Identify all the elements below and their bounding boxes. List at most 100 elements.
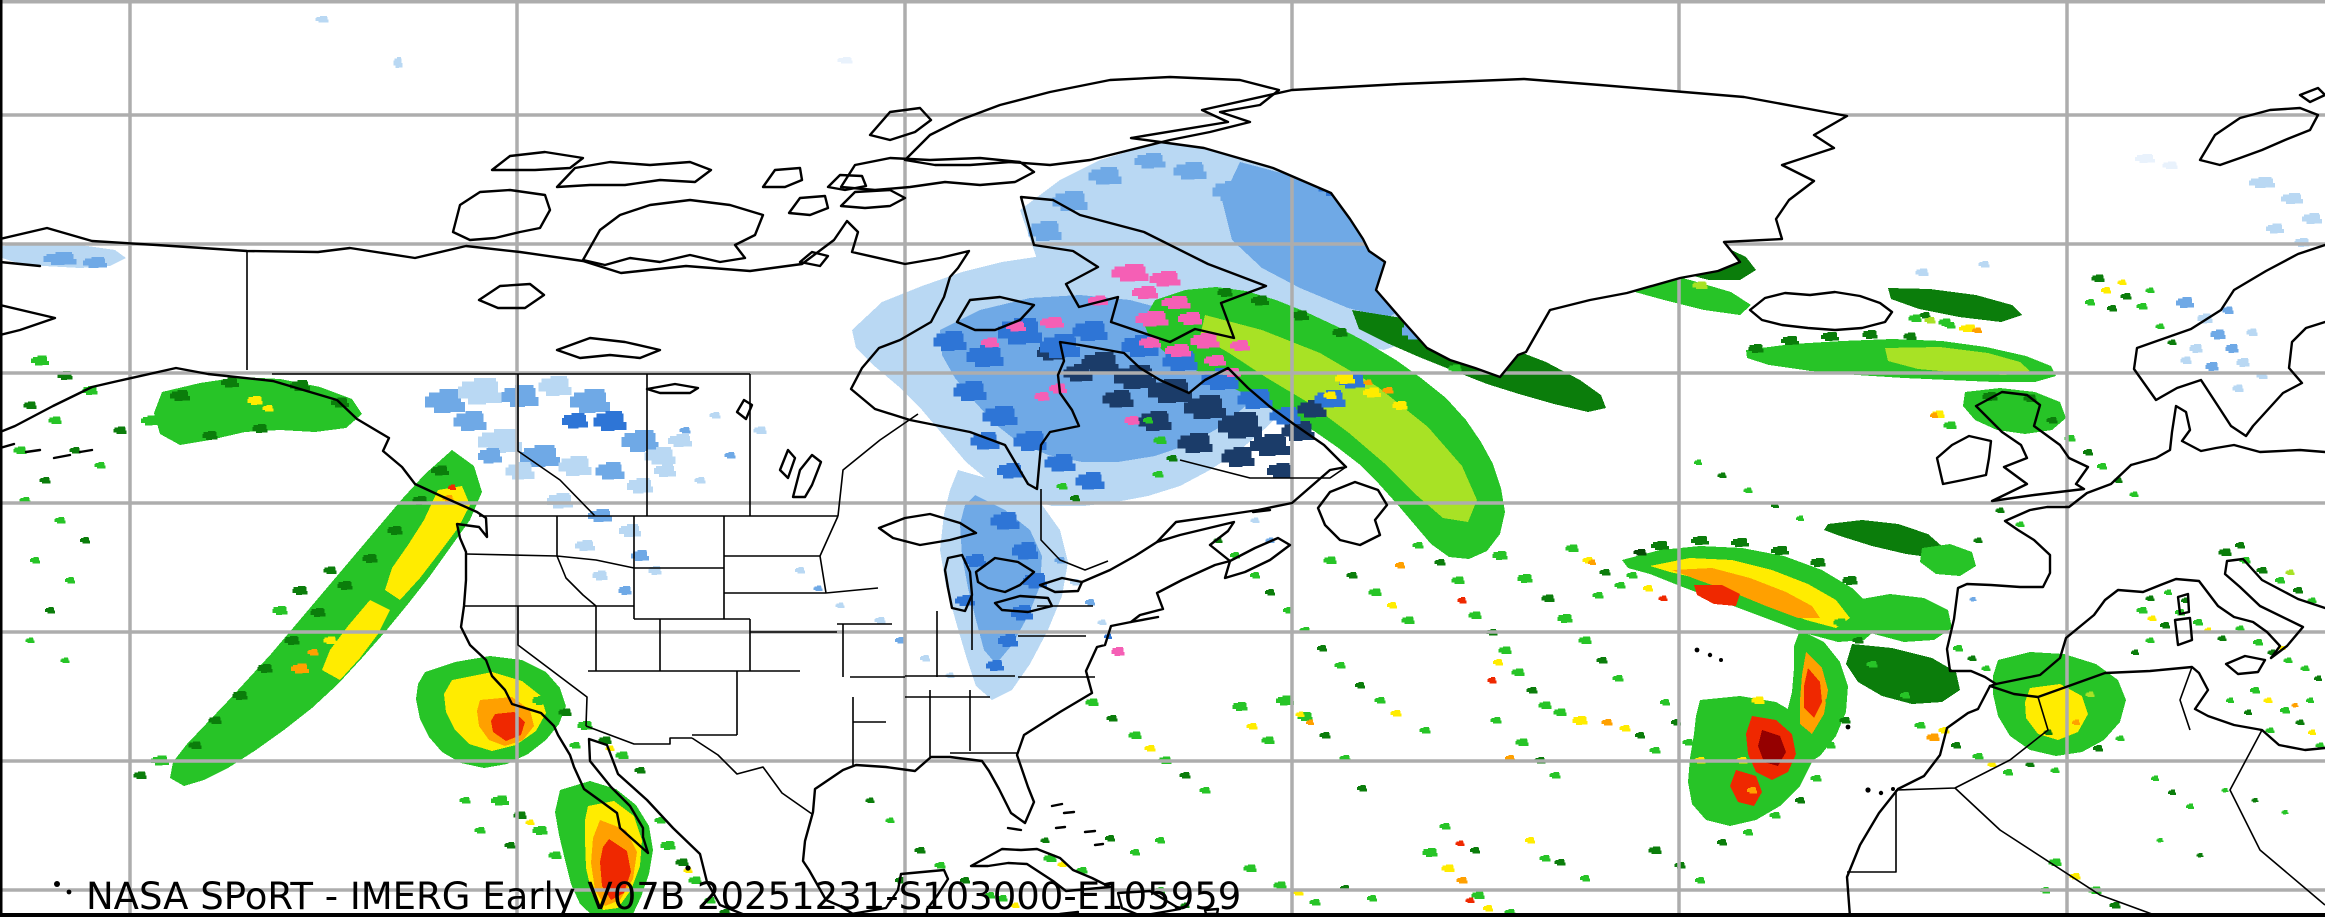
precip-cell [618, 586, 632, 595]
precip-cell [2263, 697, 2273, 704]
precip-cell [1106, 715, 1118, 722]
precip-cell [1243, 864, 1257, 873]
precip-region [1888, 288, 2022, 322]
africa-borders [1847, 666, 2325, 917]
political-borders [246, 251, 2325, 917]
precip-cell [291, 663, 309, 674]
revillagigedo-island [685, 865, 691, 871]
precip-cell [2256, 567, 2268, 574]
precip-cell [1251, 295, 1269, 306]
precip-cell [2120, 293, 2132, 300]
precip-cell [1973, 537, 1983, 544]
precip-cell [1526, 687, 1538, 694]
precip-cell [459, 797, 471, 804]
precip-cell [679, 427, 691, 434]
precip-cell [2235, 625, 2245, 632]
frame-left-border [0, 0, 3, 917]
precip-cell [1588, 559, 1596, 566]
precip-cell [660, 841, 676, 850]
precip-cell [2107, 305, 2117, 312]
precip-cell [1111, 647, 1125, 656]
precip-cell [1323, 391, 1337, 400]
precip-cell [2145, 287, 2155, 294]
precip-cell [2180, 356, 2192, 365]
bathurst-island [761, 166, 804, 189]
coastlines [0, 75, 2325, 917]
precip-cell [1731, 538, 1749, 547]
precip-cell [1981, 665, 1991, 672]
precip-cell [960, 877, 970, 884]
precip-cell [48, 416, 62, 425]
precip-cell [1374, 697, 1386, 704]
precip-cell [1148, 379, 1192, 404]
precip-cell [2131, 649, 2139, 656]
precip-cell [1390, 710, 1402, 717]
precip-cell [1635, 732, 1645, 739]
precip-cell [2115, 735, 2125, 742]
florida-keys [1006, 826, 1023, 832]
precip-cell [208, 716, 222, 725]
precip-cell [558, 456, 592, 476]
precip-cell [1441, 864, 1455, 873]
precip-cell [1903, 332, 1917, 341]
precip-cell [1010, 902, 1020, 909]
precip-cell [1028, 221, 1062, 241]
reindeer-lake [735, 398, 754, 421]
precip-cell [1692, 281, 1708, 290]
precip-cell [1412, 542, 1424, 549]
nova-scotia [1223, 536, 1292, 580]
precip-region [1200, 315, 1477, 522]
precip-cell [1717, 839, 1727, 846]
precip-cell [1769, 812, 1781, 819]
precip-cell [232, 691, 248, 700]
precip-cell [619, 524, 641, 538]
precip-cell [1261, 736, 1275, 745]
precip-cell [1130, 849, 1140, 856]
precip-cell [2176, 297, 2194, 308]
precip-cell [990, 512, 1020, 530]
victoria-island [581, 198, 765, 267]
precip-cell [1323, 556, 1337, 565]
precip-cell [1161, 296, 1191, 310]
precip-cell [593, 411, 627, 431]
devon-island [839, 156, 1036, 192]
precip-cell [1914, 722, 1926, 729]
precip-cell [1131, 286, 1159, 300]
precip-cell [1309, 899, 1321, 906]
precip-cell [1335, 373, 1355, 384]
precip-cell [1221, 447, 1255, 467]
precip-cell [592, 570, 608, 581]
precip-cell [2205, 362, 2219, 371]
precip-cell [257, 664, 273, 673]
precip-cell [675, 858, 689, 867]
precip-cell [1515, 738, 1529, 747]
precip-cell [474, 827, 486, 834]
precip-cell [1599, 569, 1611, 576]
precip-cell [2210, 329, 2226, 340]
precip-cell [113, 426, 127, 435]
precip-cell [60, 657, 70, 664]
precip-cell [1395, 562, 1405, 569]
mediterranean-africa-coast [1988, 665, 2325, 752]
precip-cell [2225, 344, 2239, 353]
precip-cell [1199, 787, 1211, 794]
precip-cell [1839, 717, 1851, 724]
precip-cell [2160, 622, 2170, 629]
precip-cell [1040, 837, 1050, 844]
precip-cell [2156, 838, 2164, 843]
precip-cell [501, 385, 539, 407]
canary-island-2 [1878, 790, 1884, 796]
precip-cell [1387, 602, 1397, 609]
precip-cell [453, 411, 487, 431]
precip-cell [1401, 616, 1415, 625]
precip-cell [953, 381, 987, 401]
cuba [969, 847, 1112, 893]
precip-cell [262, 405, 274, 412]
precip-region [154, 377, 362, 445]
precip-cell [2151, 775, 2159, 782]
precip-cell [1306, 719, 1314, 726]
precip-cell [39, 477, 51, 484]
precip-cell [865, 797, 875, 804]
precip-cell [2283, 657, 2293, 664]
precip-cell [1483, 905, 1493, 912]
